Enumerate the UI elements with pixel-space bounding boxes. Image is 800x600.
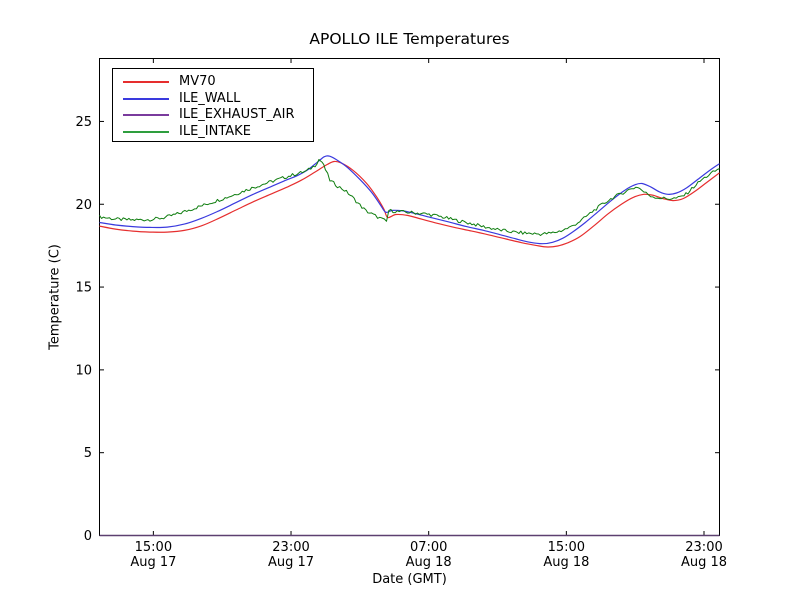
legend-item: ILE_WALL <box>113 91 313 108</box>
legend-label: MV70 <box>179 74 216 90</box>
x-tick-label: Aug 18 <box>406 555 452 570</box>
legend-label: ILE_INTAKE <box>179 123 251 139</box>
legend-line-sample-ile-wall <box>123 97 169 100</box>
legend-item: ILE_INTAKE <box>113 124 313 141</box>
y-tick-label: 15 <box>75 281 92 296</box>
y-tick-label: 0 <box>84 529 92 544</box>
x-tick-label: 23:00 <box>272 540 309 555</box>
x-tick-label: 23:00 <box>685 540 722 555</box>
legend-line-sample-ile-intake <box>123 130 169 133</box>
series-line-ILE_WALL <box>99 155 720 245</box>
y-axis-label: Temperature (C) <box>47 244 63 350</box>
y-tick-label: 10 <box>75 363 92 378</box>
legend-line-sample-ile-exhaust-air <box>123 114 169 117</box>
x-tick-label: 15:00 <box>135 540 172 555</box>
chart-title: APOLLO ILE Temperatures <box>309 30 510 48</box>
x-tick-label: Aug 18 <box>681 555 727 570</box>
series-line-ILE_INTAKE <box>99 159 720 236</box>
legend-label: ILE_EXHAUST_AIR <box>179 107 295 123</box>
x-axis-label: Date (GMT) <box>372 572 447 587</box>
x-tick-label: 07:00 <box>410 540 447 555</box>
x-tick-label: Aug 17 <box>268 555 314 570</box>
legend: MV70 ILE_WALL ILE_EXHAUST_AIR ILE_INTAKE <box>112 68 314 142</box>
y-tick-label: 20 <box>75 198 92 213</box>
y-tick-label: 5 <box>84 446 92 461</box>
legend-item: MV70 <box>113 74 313 91</box>
legend-line-sample-mv70 <box>123 81 169 84</box>
y-tick-label: 25 <box>75 115 92 130</box>
series-line-MV70 <box>99 160 720 248</box>
legend-item: ILE_EXHAUST_AIR <box>113 107 313 124</box>
x-tick-label: 15:00 <box>548 540 585 555</box>
x-tick-label: Aug 18 <box>543 555 589 570</box>
legend-label: ILE_WALL <box>179 90 241 106</box>
x-tick-label: Aug 17 <box>130 555 176 570</box>
